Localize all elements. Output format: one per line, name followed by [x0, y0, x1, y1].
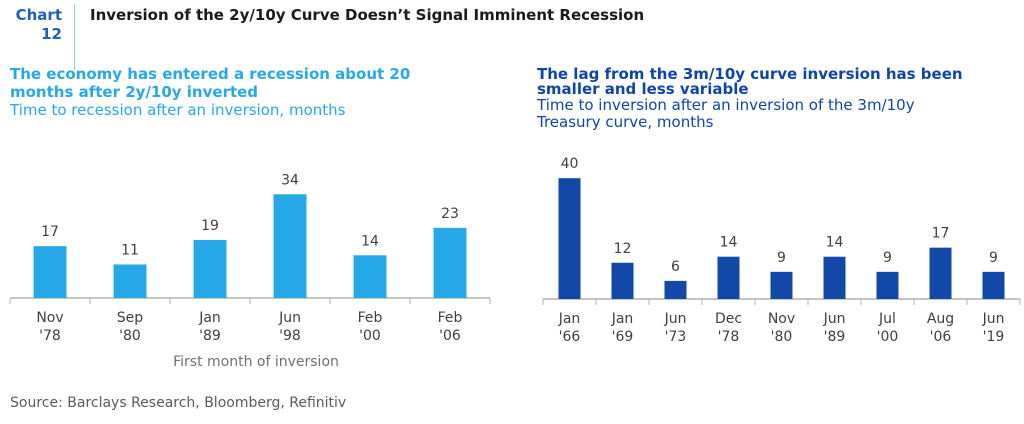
- right-bar: [558, 178, 581, 299]
- left-tick-label-year: '80: [119, 328, 141, 344]
- right-bar-value-label: 9: [777, 250, 786, 266]
- right-bar: [876, 271, 899, 299]
- left-tick-label-month: Feb: [438, 310, 463, 326]
- right-bar-value-label: 14: [720, 235, 738, 251]
- chart-label-number: 12: [41, 25, 62, 43]
- left-chart-title-line2: months after 2y/10y inverted: [10, 83, 259, 101]
- left-chart-subtitle: Time to recession after an inversion, mo…: [10, 101, 346, 119]
- right-tick-label-year: '00: [877, 329, 899, 345]
- left-tick-label-year: '89: [199, 328, 221, 344]
- left-tick-label-month: Nov: [36, 310, 63, 326]
- right-chart-subtitle-line2: Treasury curve, months: [537, 113, 714, 131]
- left-tick-label-month: Feb: [358, 310, 383, 326]
- right-bar: [982, 271, 1005, 299]
- left-bar-value-label: 14: [361, 233, 379, 249]
- chart-label-word: Chart: [15, 6, 62, 24]
- left-bar-value-label: 17: [41, 224, 59, 240]
- left-bar: [353, 255, 387, 298]
- page-title: Inversion of the 2y/10y Curve Doesn’t Si…: [90, 6, 645, 24]
- right-tick-label-month: Aug: [927, 311, 954, 327]
- left-bar: [33, 246, 67, 298]
- right-bar-value-label: 12: [614, 241, 632, 257]
- left-bar: [113, 264, 147, 298]
- right-bar-value-label: 9: [883, 250, 892, 266]
- left-bar: [273, 194, 307, 298]
- right-bar-value-label: 40: [561, 156, 579, 172]
- right-tick-label-month: Jan: [611, 311, 634, 327]
- right-bar: [611, 262, 634, 299]
- right-tick-label-month: Jun: [664, 311, 687, 327]
- left-bar: [193, 240, 227, 298]
- right-tick-label-month: Dec: [715, 311, 742, 327]
- right-bar-value-label: 9: [989, 250, 998, 266]
- right-tick-label-month: Jun: [982, 311, 1005, 327]
- left-bar-value-label: 11: [121, 242, 139, 258]
- left-bar-value-label: 19: [201, 218, 219, 234]
- right-tick-label-year: '06: [930, 329, 952, 345]
- left-tick-label-year: '78: [39, 328, 61, 344]
- right-bar: [823, 256, 846, 299]
- left-tick-label-month: Jun: [278, 310, 301, 326]
- right-bar: [770, 271, 793, 299]
- left-tick-label-year: '98: [279, 328, 301, 344]
- right-bar: [929, 247, 952, 299]
- right-tick-label-month: Jan: [558, 311, 581, 327]
- left-bar-value-label: 23: [441, 206, 459, 222]
- right-tick-label-year: '73: [665, 329, 687, 345]
- left-tick-label-month: Sep: [117, 310, 144, 326]
- header-divider: [74, 4, 75, 70]
- right-chart-title-line1: The lag from the 3m/10y curve inversion …: [537, 65, 963, 83]
- right-tick-label-month: Jul: [878, 311, 896, 327]
- left-tick-label-month: Jan: [198, 310, 221, 326]
- right-bar-value-label: 14: [826, 235, 844, 251]
- left-tick-label-year: '00: [359, 328, 381, 344]
- right-bar: [717, 256, 740, 299]
- right-tick-label-year: '78: [718, 329, 740, 345]
- right-tick-label-year: '66: [559, 329, 581, 345]
- left-bar: [433, 227, 467, 298]
- right-chart-title-line2: smaller and less variable: [537, 80, 749, 98]
- left-bar-value-label: 34: [281, 172, 299, 188]
- right-tick-label-year: '89: [824, 329, 846, 345]
- right-bar-value-label: 6: [671, 259, 680, 275]
- left-tick-label-year: '06: [439, 328, 461, 344]
- source-note: Source: Barclays Research, Bloomberg, Re…: [10, 395, 347, 411]
- chart-number-label: Chart 12: [10, 6, 62, 44]
- right-tick-label-year: '80: [771, 329, 793, 345]
- left-chart-title-line1: The economy has entered a recession abou…: [10, 65, 411, 83]
- right-chart-subtitle-line1: Time to inversion after an inversion of …: [537, 96, 915, 114]
- left-x-axis-title: First month of inversion: [173, 354, 339, 370]
- right-tick-label-year: '19: [983, 329, 1005, 345]
- right-tick-label-year: '69: [612, 329, 634, 345]
- right-bar: [664, 280, 687, 299]
- right-tick-label-month: Jun: [823, 311, 846, 327]
- right-tick-label-month: Nov: [768, 311, 795, 327]
- right-bar-value-label: 17: [932, 226, 950, 242]
